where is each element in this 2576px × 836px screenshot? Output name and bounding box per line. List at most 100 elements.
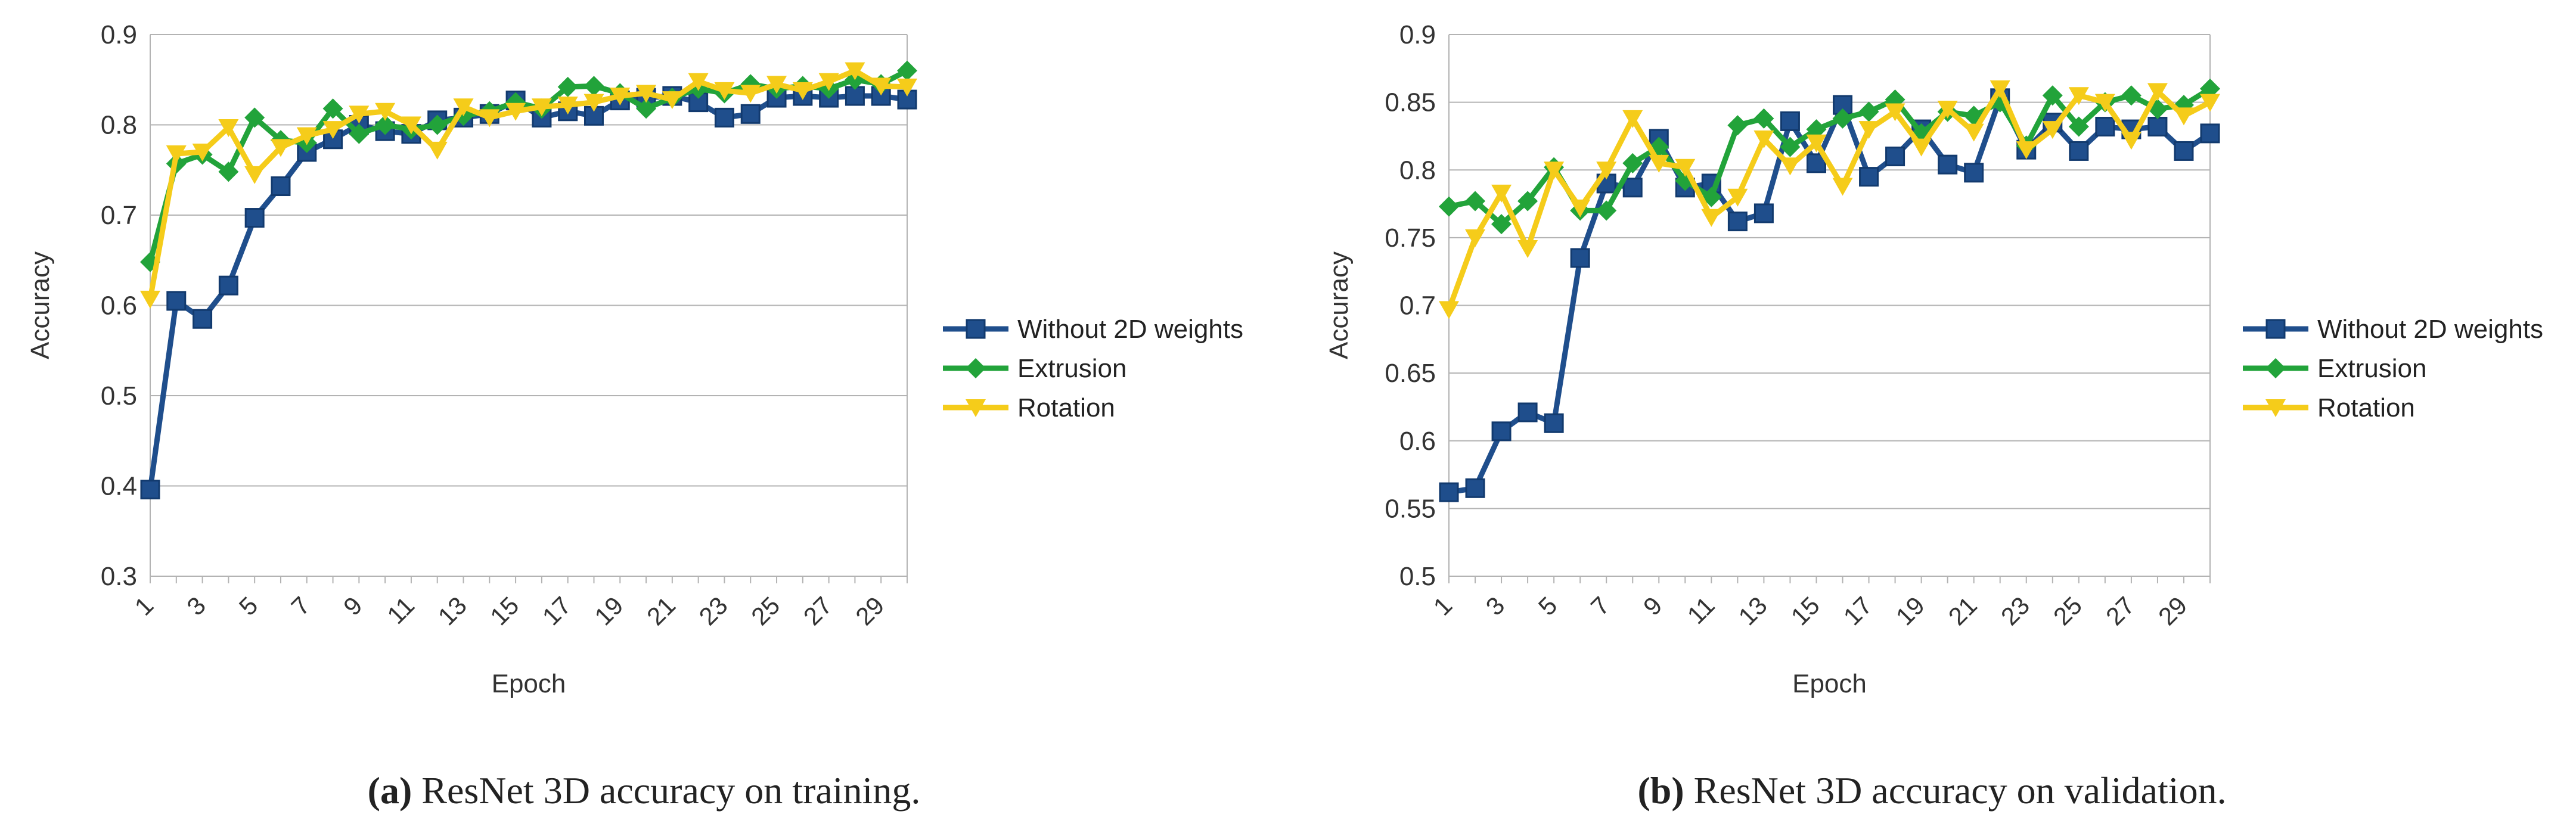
x-tick-label: 19 xyxy=(589,591,628,630)
y-tick-label: 0.75 xyxy=(1385,223,1436,253)
y-tick-label: 0.7 xyxy=(1399,291,1436,321)
rotation-point xyxy=(1491,184,1512,203)
extrusion-point xyxy=(2121,85,2142,106)
legend: Without 2D weights Extrusion Rotation xyxy=(943,315,1243,422)
legend-marker-rotation xyxy=(966,399,986,417)
x-tick-label: 3 xyxy=(181,591,211,621)
rotation-point xyxy=(2147,83,2168,101)
legend-marker-without-2d-weights xyxy=(966,319,986,339)
caption-b: (b) ResNet 3D accuracy on validation. xyxy=(1288,769,2576,813)
without-2d-weights-point xyxy=(714,107,734,128)
legend: Without 2D weights Extrusion Rotation xyxy=(2243,315,2543,422)
extrusion-point xyxy=(218,161,239,182)
x-tick-label: 25 xyxy=(746,591,785,630)
rotation-point xyxy=(401,116,421,135)
without-2d-weights-point xyxy=(166,291,187,311)
x-tick-label: 25 xyxy=(2048,591,2087,630)
without-2d-weights-point xyxy=(1491,421,1512,442)
x-tick-label: 9 xyxy=(338,591,368,621)
y-tick-label: 0.85 xyxy=(1385,88,1436,117)
without-2d-weights-point xyxy=(2174,141,2194,161)
extrusion-point xyxy=(1727,115,1748,136)
x-tick-label: 11 xyxy=(381,591,420,629)
rotation-point xyxy=(1439,301,1459,319)
caption-a-label: (a) xyxy=(367,769,412,812)
rotation-point xyxy=(2121,132,2142,150)
extrusion-point xyxy=(2042,85,2063,106)
without-2d-weights-point xyxy=(1544,413,1564,433)
series-without-2d-weights xyxy=(140,86,917,500)
rotation-point xyxy=(1911,138,1932,157)
x-tick-label: 1 xyxy=(129,591,159,621)
x-axis-title: Epoch xyxy=(1792,669,1867,698)
y-tick-label: 0.9 xyxy=(1399,20,1436,49)
without-2d-weights-point xyxy=(1964,163,1984,183)
rotation-point xyxy=(270,139,291,157)
without-2d-weights-point xyxy=(1938,154,1958,175)
legend-marker-extrusion xyxy=(2265,358,2286,378)
x-tick-label: 21 xyxy=(1943,591,1982,630)
rotation-point xyxy=(688,73,709,91)
y-tick-label: 0.9 xyxy=(101,20,137,49)
without-2d-weights-point xyxy=(2147,117,2168,137)
extrusion-point xyxy=(1858,101,1879,122)
rotation-point xyxy=(1622,110,1643,128)
rotation-point xyxy=(766,76,787,94)
x-tick-label: 3 xyxy=(1481,591,1510,621)
training-accuracy-chart: 0.30.40.50.60.70.80.91 3 5 7 9 11 13 15 17 19 21 23… xyxy=(26,20,1243,698)
without-2d-weights-point xyxy=(1727,212,1748,232)
rotation-point xyxy=(1649,154,1669,173)
without-2d-weights-line xyxy=(1448,95,2212,495)
rotation-point xyxy=(1990,80,2010,98)
rotation-point xyxy=(140,290,160,309)
extrusion-point xyxy=(1701,187,1722,207)
x-tick-label: 27 xyxy=(2100,591,2140,630)
x-axis-title: Epoch xyxy=(492,669,566,698)
rotation-point xyxy=(296,127,317,145)
without-2d-weights-point xyxy=(1465,478,1485,498)
legend-entry-without-2d-weights: Without 2D weights xyxy=(2317,315,2543,344)
rotation-point xyxy=(845,62,865,80)
without-2d-weights-line xyxy=(147,93,908,490)
extrusion-point xyxy=(1780,136,1801,157)
caption-a-text: ResNet 3D accuracy on training. xyxy=(421,769,921,812)
extrusion-point xyxy=(1517,191,1538,212)
caption-a: (a) ResNet 3D accuracy on training. xyxy=(0,769,1288,813)
rotation-point xyxy=(427,141,448,160)
without-2d-weights-point xyxy=(218,275,238,296)
without-2d-weights-point xyxy=(140,480,160,500)
rotation-point xyxy=(2016,141,2037,160)
rotation-point xyxy=(1675,159,1696,177)
rotation-point xyxy=(244,166,265,184)
without-2d-weights-point xyxy=(1622,178,1643,198)
rotation-point xyxy=(349,105,370,124)
extrusion-point xyxy=(322,98,343,119)
rotation-point xyxy=(322,121,343,139)
rotation-point xyxy=(479,109,500,128)
x-tick-label: 17 xyxy=(1838,591,1877,630)
extrusion-point xyxy=(427,114,448,135)
rotation-point xyxy=(2094,94,2115,112)
x-tick-label: 13 xyxy=(1733,591,1773,630)
rotation-point xyxy=(1517,240,1538,259)
gridlines xyxy=(1449,34,2210,577)
y-tick-label: 0.8 xyxy=(1399,156,1436,185)
legend-entry-rotation: Rotation xyxy=(2317,393,2415,422)
rotation-point xyxy=(218,119,239,138)
without-2d-weights-point xyxy=(271,176,291,197)
y-tick-label: 0.5 xyxy=(1399,562,1436,591)
rotation-point xyxy=(1806,134,1827,153)
rotation-point xyxy=(192,143,213,161)
rotation-point xyxy=(1885,103,1905,122)
without-2d-weights-point xyxy=(2095,117,2115,137)
caption-b-text: ResNet 3D accuracy on validation. xyxy=(1693,769,2227,812)
x-tick-label: 29 xyxy=(850,591,889,630)
extrusion-point xyxy=(2200,78,2220,99)
extrusion-line xyxy=(1448,86,2212,227)
rotation-point xyxy=(714,82,735,100)
rotation-point xyxy=(818,73,839,91)
x-tick-label: 23 xyxy=(1995,591,2035,630)
extrusion-point xyxy=(636,98,657,119)
without-2d-weights-point xyxy=(1753,203,1774,223)
without-2d-weights-point xyxy=(740,104,761,124)
